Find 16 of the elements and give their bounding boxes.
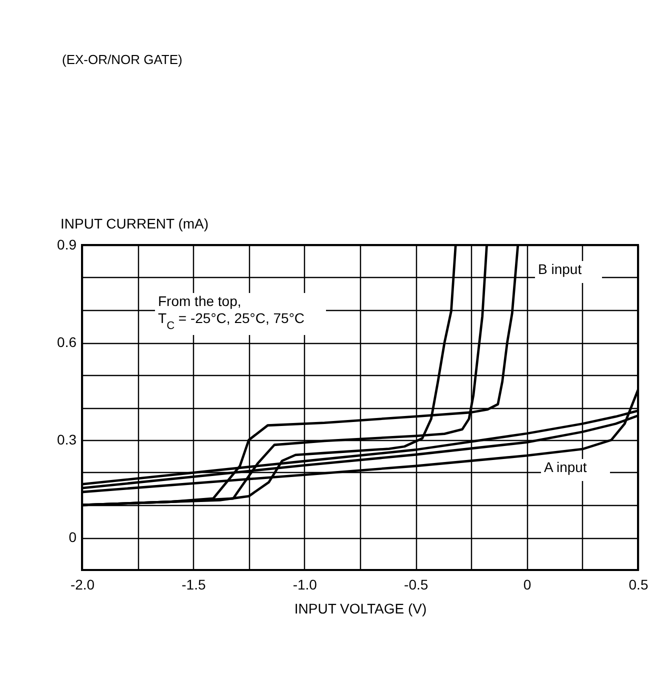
annotation: From the top, T$_{C}$ = -25°C, 25°C, 75°C: [158, 293, 305, 332]
x-tick-label: 0.5: [628, 576, 648, 592]
y-tick-label: 0.6: [57, 334, 77, 350]
x-tick-label: -1.5: [182, 576, 206, 592]
x-axis-title: INPUT VOLTAGE (V): [294, 600, 427, 616]
annotation: B input: [538, 261, 582, 277]
x-tick-label: -2.0: [70, 576, 95, 592]
x-tick-label: 0: [523, 576, 532, 592]
x-tick-label: -0.5: [404, 576, 428, 592]
x-tick-label: -1.0: [292, 576, 318, 592]
y-tick-label: 0.9: [57, 236, 77, 252]
y-tick-label: 0.3: [57, 432, 77, 448]
chart-title: (EX-OR/NOR GATE): [62, 52, 182, 67]
annotation: A input: [544, 459, 587, 475]
y-axis-title: INPUT CURRENT (mA): [60, 216, 209, 232]
y-tick-label: 0: [68, 529, 77, 545]
